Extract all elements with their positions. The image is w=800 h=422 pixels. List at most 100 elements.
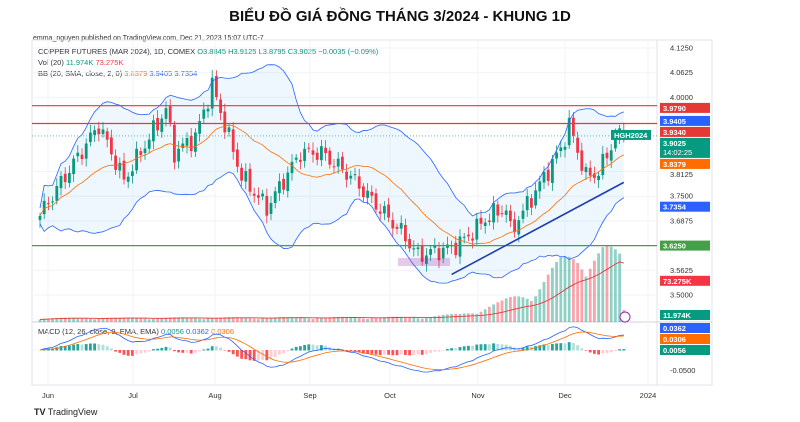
volume-bar: [492, 304, 495, 322]
macd-histogram-bar: [345, 350, 348, 351]
candle-body: [462, 236, 466, 238]
volume-bar: [59, 317, 63, 322]
price-label: 3.6875: [670, 216, 693, 225]
volume-bar: [521, 297, 525, 322]
macd-histogram-bar: [412, 350, 416, 356]
volume-bar: [479, 311, 483, 322]
candle-body: [336, 158, 340, 167]
macd-histogram-bar: [584, 350, 588, 351]
macd-legend: MACD (12, 26, close, 9, EMA, EMA) 0.0056…: [38, 327, 234, 336]
volume-bar: [588, 268, 592, 322]
macd-histogram-bar: [446, 348, 449, 351]
candle-body: [593, 173, 596, 178]
volume-bar: [433, 316, 437, 322]
volume-bar: [467, 313, 470, 322]
candle-body: [559, 147, 563, 152]
volume-bar: [559, 257, 563, 322]
volume-bar: [261, 318, 264, 322]
volume-bar: [84, 318, 88, 322]
flash-icon: [619, 311, 631, 323]
macd-histogram-bar: [38, 350, 42, 351]
candle-body: [492, 203, 495, 223]
macd-histogram-bar: [185, 350, 189, 353]
candle-body: [530, 198, 533, 208]
macd-histogram-bar: [467, 345, 470, 351]
volume-bar: [408, 317, 411, 322]
time-label: Nov: [471, 391, 485, 400]
macd-histogram-bar: [72, 344, 75, 351]
candle-body: [198, 121, 201, 134]
candle-body: [76, 152, 80, 157]
volume-bar: [76, 317, 80, 322]
candle-body: [282, 178, 285, 190]
volume-bar: [303, 318, 306, 322]
macd-histogram-bar: [454, 348, 458, 351]
macd-histogram-bar: [114, 350, 117, 352]
volume-bar: [332, 316, 336, 322]
volume-bar: [206, 318, 210, 322]
candle-body: [395, 226, 399, 229]
candle-body: [471, 238, 474, 241]
macd-histogram-bar: [80, 344, 84, 351]
volume-bar: [194, 318, 197, 322]
volume-bar: [391, 316, 395, 322]
tradingview-logo[interactable]: TV TradingView: [34, 407, 97, 417]
candle-body: [189, 135, 193, 152]
volume-bar: [387, 316, 390, 322]
macd-histogram-bar: [395, 350, 399, 356]
volume-bar: [420, 318, 424, 322]
candle-body: [307, 147, 311, 149]
volume-bar: [416, 318, 420, 322]
macd-histogram-bar: [240, 350, 243, 359]
symbol-badge-bg: [611, 129, 651, 140]
highlight-box: [398, 258, 450, 266]
macd-histogram-bar: [618, 349, 621, 351]
volume-bar: [534, 296, 537, 322]
volume-bar: [366, 318, 369, 322]
candle-body: [366, 190, 369, 198]
volume-bar: [370, 318, 374, 322]
legend-high: H3.9125: [228, 47, 257, 56]
macd-histogram-bar: [429, 350, 432, 353]
macd-histogram-bar: [597, 350, 600, 355]
candle-body: [475, 218, 479, 240]
candle-body: [542, 171, 546, 183]
candle-body: [110, 137, 113, 155]
candle-body: [185, 137, 189, 146]
volume-bar: [269, 317, 273, 322]
candle-body: [303, 148, 306, 161]
time-label: Jul: [128, 391, 138, 400]
volume-bar: [227, 317, 231, 322]
symbol-badge: HGH2024: [614, 131, 648, 140]
candle-body: [425, 255, 428, 264]
candle-body: [278, 181, 281, 194]
volume-bar: [404, 317, 407, 322]
volume-bar: [248, 318, 252, 322]
candle-body: [458, 236, 462, 257]
candle-body: [135, 148, 138, 171]
candle-body: [538, 181, 542, 192]
macd-histogram-bar: [202, 349, 206, 351]
candle-body: [97, 128, 101, 135]
macd-histogram-bar: [177, 350, 180, 353]
volume-bar: [156, 318, 159, 322]
macd-histogram-bar: [290, 348, 294, 351]
volume-bar: [509, 297, 512, 322]
macd-histogram-bar: [551, 343, 554, 351]
macd-histogram-bar: [160, 347, 164, 351]
candle-body: [177, 148, 180, 162]
countdown: 14:02:25: [663, 148, 692, 157]
volume-bar: [294, 317, 298, 322]
volume-bar: [475, 313, 479, 322]
macd-histogram-bar: [227, 350, 231, 352]
volume-bar: [450, 314, 453, 322]
macd-signal-value: 0.0306: [211, 327, 235, 336]
candle-body: [80, 154, 84, 160]
price-label: 3.5625: [670, 266, 693, 275]
volume-ma-line: [39, 261, 624, 320]
volume-bar: [282, 317, 285, 322]
volume-bar: [311, 319, 315, 322]
macd-histogram-bar: [173, 350, 176, 352]
macd-histogram-bar: [147, 350, 151, 352]
